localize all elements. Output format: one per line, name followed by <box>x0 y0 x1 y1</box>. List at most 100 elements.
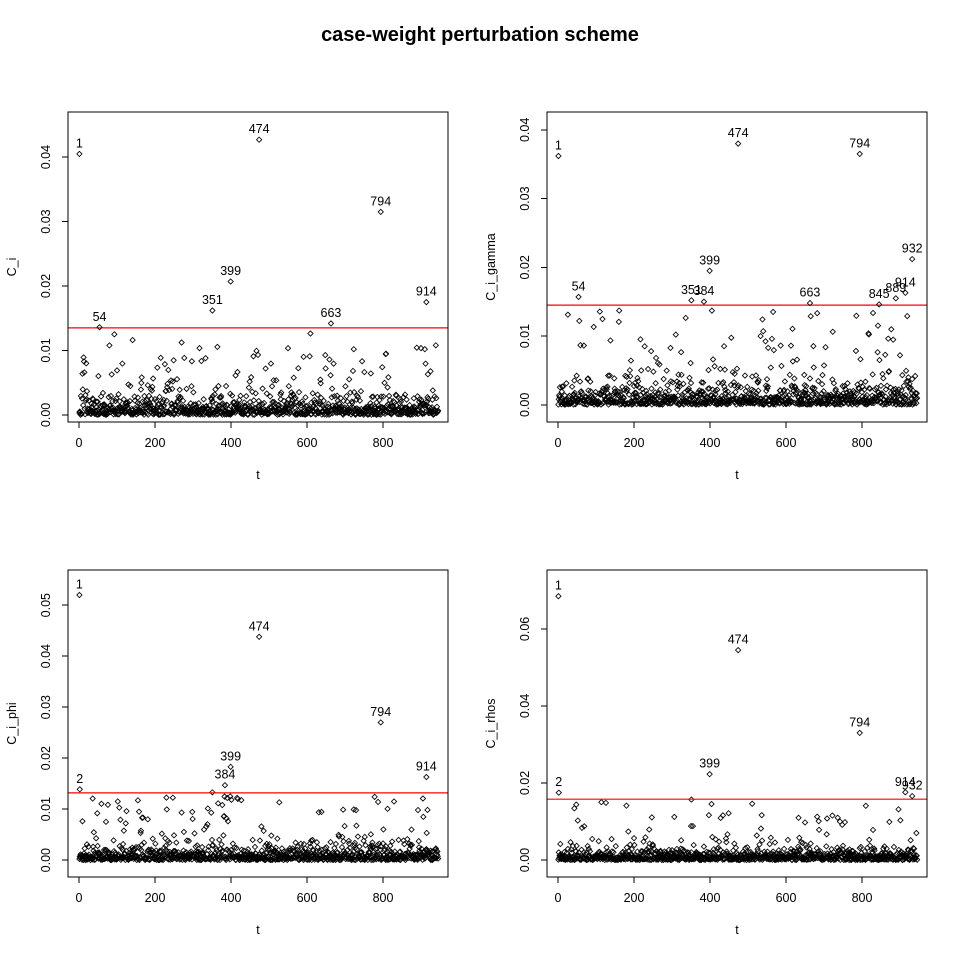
data-point <box>673 397 680 404</box>
data-point <box>628 845 635 853</box>
data-point <box>135 808 143 815</box>
data-point <box>332 840 340 848</box>
data-point <box>809 384 816 391</box>
x-tick-label: 200 <box>145 436 166 450</box>
data-point <box>119 840 127 848</box>
data-point <box>861 399 869 406</box>
influential-point <box>875 301 883 308</box>
data-point <box>80 354 87 361</box>
data-point <box>709 356 717 363</box>
data-point <box>809 390 817 397</box>
scatter-points <box>76 330 442 418</box>
data-point <box>120 396 128 403</box>
data-point <box>612 388 619 395</box>
data-point <box>123 807 130 815</box>
data-point <box>700 843 708 850</box>
data-point <box>752 372 760 379</box>
data-point <box>755 854 762 861</box>
data-point <box>754 847 762 855</box>
data-point <box>167 856 174 863</box>
data-point <box>409 404 417 412</box>
data-point <box>623 387 630 395</box>
data-point <box>724 831 731 838</box>
data-point <box>696 390 704 397</box>
data-point <box>207 407 214 415</box>
data-point <box>793 856 801 863</box>
data-point <box>799 839 806 847</box>
point-label: 474 <box>249 619 270 633</box>
data-point <box>432 342 440 349</box>
data-point <box>677 837 685 844</box>
data-point <box>769 308 777 316</box>
data-point <box>806 375 814 382</box>
influential-point <box>221 782 229 789</box>
data-point <box>889 336 897 343</box>
data-point <box>371 793 378 801</box>
data-point <box>636 384 643 391</box>
point-label: 794 <box>849 715 870 729</box>
data-point <box>301 404 308 412</box>
data-point <box>187 848 195 855</box>
data-point <box>396 411 404 418</box>
data-point <box>345 376 353 383</box>
y-tick-label: 0.02 <box>39 274 53 298</box>
data-point <box>288 855 296 862</box>
data-point <box>699 379 707 386</box>
data-point <box>714 386 721 393</box>
data-point <box>434 853 441 860</box>
data-point <box>233 844 240 852</box>
data-point <box>178 339 185 346</box>
data-point <box>416 396 423 403</box>
data-point <box>648 814 656 821</box>
y-tick-label: 0.01 <box>39 797 53 821</box>
data-point <box>642 834 649 841</box>
point-label: 1 <box>555 579 562 593</box>
data-point <box>369 393 377 400</box>
data-point <box>147 402 154 409</box>
data-point <box>883 382 891 389</box>
data-point <box>913 394 921 402</box>
data-point <box>717 399 725 407</box>
data-point <box>188 358 196 365</box>
data-point <box>209 398 216 405</box>
data-point <box>387 842 394 850</box>
data-point <box>634 378 642 385</box>
data-point <box>216 836 223 844</box>
data-point <box>877 382 885 389</box>
point-label: 845 <box>869 287 890 301</box>
data-point <box>377 393 385 400</box>
data-point <box>819 400 827 407</box>
data-point <box>905 383 912 391</box>
data-point <box>397 398 405 406</box>
data-point <box>234 368 241 376</box>
data-point <box>732 844 740 851</box>
data-point <box>902 391 909 399</box>
data-point <box>585 845 593 853</box>
data-point <box>734 382 742 389</box>
data-point <box>882 386 890 393</box>
data-point <box>664 382 671 389</box>
data-point <box>307 837 315 844</box>
data-point <box>820 362 828 369</box>
data-point <box>346 844 354 852</box>
data-point <box>564 311 572 318</box>
y-tick-label: 0.05 <box>39 593 53 617</box>
data-point <box>107 392 115 400</box>
data-point <box>796 834 803 841</box>
x-axis-label: t <box>735 923 739 937</box>
data-point <box>341 822 348 830</box>
data-point <box>315 809 323 816</box>
data-point <box>83 360 90 367</box>
data-point <box>379 840 387 847</box>
y-tick-label: 0.02 <box>518 255 532 279</box>
data-point <box>204 805 212 812</box>
data-point <box>753 832 760 839</box>
data-point <box>766 840 773 848</box>
data-point <box>138 374 145 381</box>
data-point <box>789 358 797 365</box>
data-point <box>558 388 566 395</box>
data-point <box>116 398 123 405</box>
data-point <box>820 388 827 395</box>
data-point <box>756 395 764 402</box>
